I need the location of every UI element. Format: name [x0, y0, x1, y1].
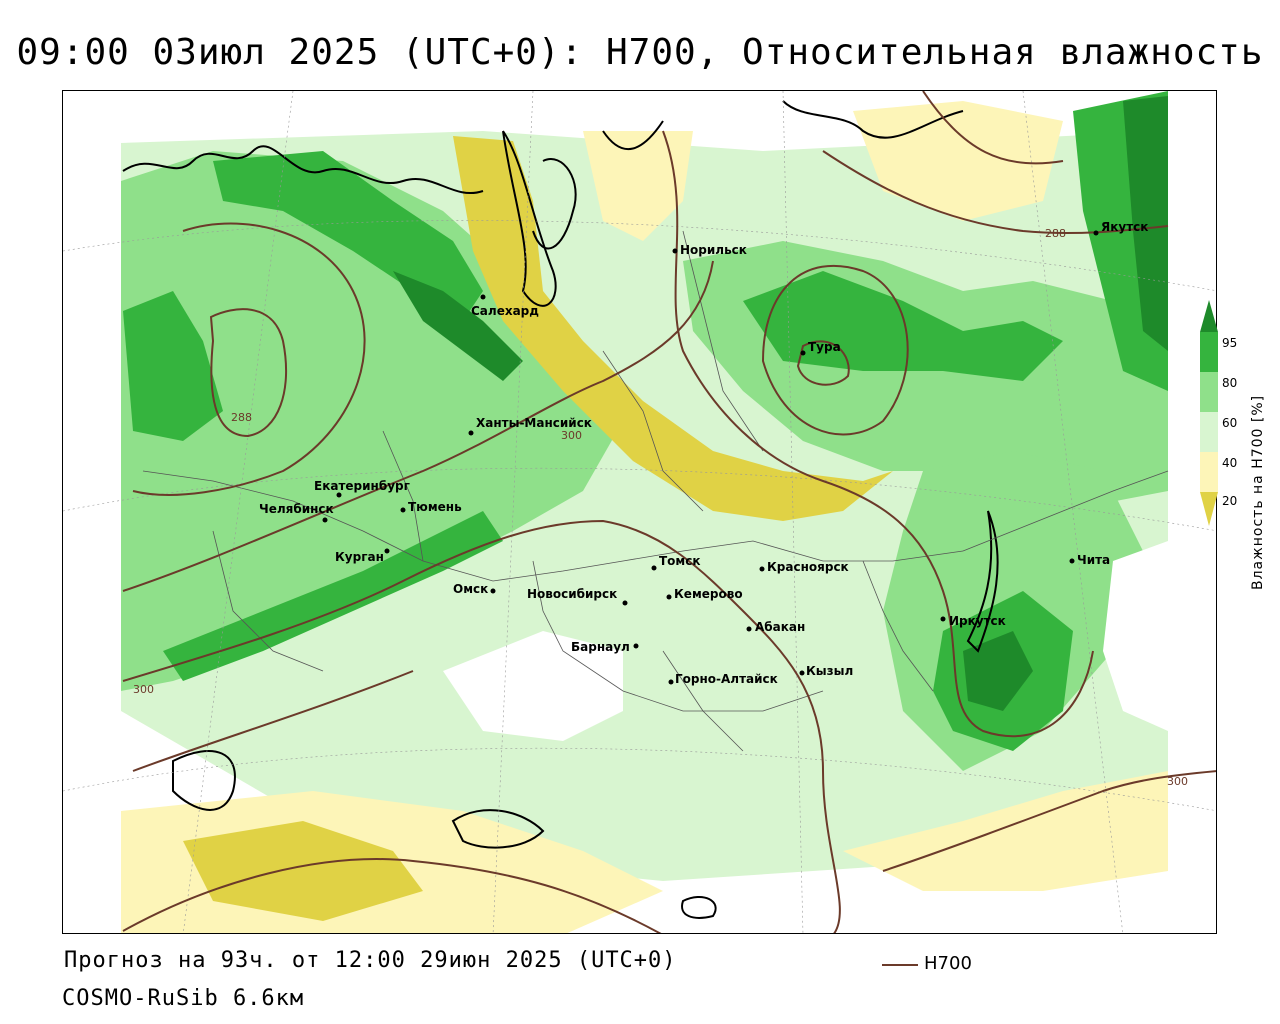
city-dot: [746, 626, 752, 632]
isohypse-southwest: [122, 858, 662, 933]
city-dot: [622, 600, 628, 606]
admin-borders: [142, 230, 1169, 752]
isohypse-west-mid: [122, 260, 714, 592]
city-dot: [633, 643, 639, 649]
isohypse-south-east: [132, 670, 414, 772]
isohypse-northeast: [922, 91, 1064, 165]
city-label: Красноярск: [767, 560, 849, 574]
city-dot: [800, 350, 806, 356]
city-label: Абакан: [755, 620, 805, 634]
city-dot: [651, 565, 657, 571]
city-dot: [666, 594, 672, 600]
humidity-zone-darkdry-south: [183, 821, 423, 921]
map-title: 09:00 03июл 2025 (UTC+0): H700, Относите…: [16, 32, 1264, 73]
h700-isohypses: [122, 91, 1216, 933]
city-label: Новосибирск: [527, 587, 617, 601]
humidity-zone-darkgreen-west: [123, 291, 223, 441]
colorbar-80-95: [1200, 332, 1218, 372]
city-label: Горно-Алтайск: [675, 672, 778, 686]
city-label: Екатеринбург: [314, 479, 410, 493]
humidity-zone-darkgreen-west2: [163, 511, 503, 681]
humidity-zone-verydark-baikal: [963, 631, 1033, 711]
city-dot: [322, 517, 328, 523]
colorbar-under20-triangle: [1200, 492, 1218, 526]
map-canvas: 288 288 300 300 300 Норильск Салехард Ту…: [63, 91, 1216, 933]
city-dot: [668, 679, 674, 685]
colorbar-title: Влажность на H700 [%]: [1250, 394, 1266, 590]
city-label: Кызыл: [806, 664, 853, 678]
city-dot: [468, 430, 474, 436]
humidity-zone-darkgreen-yakutsk: [1123, 96, 1168, 351]
humidity-zone-dry-band: [453, 136, 893, 521]
humidity-zone-low-east: [1103, 541, 1168, 731]
colorbar-over95-triangle: [1200, 300, 1218, 332]
humidity-colorbar: [1200, 300, 1218, 530]
isohypse-label: 300: [561, 429, 582, 442]
colorbar-tick: 60: [1222, 416, 1238, 430]
colorbar-tick: 20: [1222, 494, 1238, 508]
city-label: Барнаул: [571, 640, 630, 654]
isohypse-labels: 288 288 300 300 300: [133, 227, 1188, 788]
city-markers: Норильск Салехард Тура Якутск Ханты-Манс…: [259, 220, 1148, 686]
isohypse-west-outer: [132, 222, 366, 496]
humidity-field-layer: [121, 91, 1168, 933]
city-dot: [400, 507, 406, 513]
city-dot: [490, 588, 496, 594]
city-label: Ханты-Мансийск: [476, 416, 592, 430]
colorbar-tick: 95: [1222, 336, 1238, 350]
isohypse-north: [662, 130, 1094, 738]
city-label: Иркутск: [949, 614, 1006, 628]
city-dot: [384, 548, 390, 554]
city-dot: [799, 670, 805, 676]
coastlines: [122, 100, 999, 919]
isohypse-300-southeast: [882, 770, 1216, 872]
city-dot: [1093, 230, 1099, 236]
city-label: Якутск: [1101, 220, 1148, 234]
isohypse-label: 288: [231, 411, 252, 424]
humidity-zone-dry-light: [583, 131, 693, 241]
colorbar-tick: 80: [1222, 376, 1238, 390]
city-label: Тюмень: [408, 500, 462, 514]
colorbar-20-40: [1200, 452, 1218, 492]
colorbar-40-60: [1200, 412, 1218, 452]
isohypse-288-tura: [796, 340, 850, 386]
city-dot: [336, 492, 342, 498]
humidity-zone-low-center: [443, 631, 623, 741]
isohypse-tura-ring: [761, 265, 909, 436]
humidity-zone-dry-northeast: [853, 101, 1063, 221]
colorbar-60-80: [1200, 372, 1218, 412]
humidity-zone-darkgreen-salekhard: [393, 271, 523, 381]
city-dot: [1069, 558, 1075, 564]
city-dot: [940, 616, 946, 622]
city-label: Тура: [808, 340, 841, 354]
isohypse-east: [822, 150, 1169, 235]
city-dot: [480, 294, 486, 300]
isohypse-300-south: [122, 519, 841, 933]
forecast-map[interactable]: 288 288 300 300 300 Норильск Салехард Ту…: [62, 90, 1217, 934]
colorbar-tick: 40: [1222, 456, 1238, 470]
humidity-zone-darkgreen-north: [213, 151, 483, 321]
city-label: Челябинск: [259, 502, 334, 516]
isohypse-label: 300: [133, 683, 154, 696]
city-label: Томск: [659, 554, 701, 568]
humidity-zone-darkgreen-tura: [743, 271, 1063, 381]
isohypse-label: 300: [1167, 775, 1188, 788]
city-label: Чита: [1077, 553, 1110, 567]
city-label: Омск: [453, 582, 488, 596]
city-label: Курган: [335, 550, 384, 564]
model-info: COSMO-RuSib 6.6км: [62, 986, 305, 1011]
h700-legend-label: H700: [924, 953, 972, 974]
city-label: Норильск: [680, 243, 747, 257]
isohypse-288-west: [209, 308, 287, 438]
isohypse-label: 288: [1045, 227, 1066, 240]
forecast-info: Прогноз на 93ч. от 12:00 29июн 2025 (UTC…: [64, 948, 677, 973]
humidity-zone-dry-southeast: [843, 771, 1168, 891]
h700-legend-line: [882, 964, 918, 966]
city-label: Кемерово: [674, 587, 743, 601]
city-dot: [759, 566, 765, 572]
city-label: Салехард: [471, 304, 539, 318]
city-dot: [672, 248, 678, 254]
